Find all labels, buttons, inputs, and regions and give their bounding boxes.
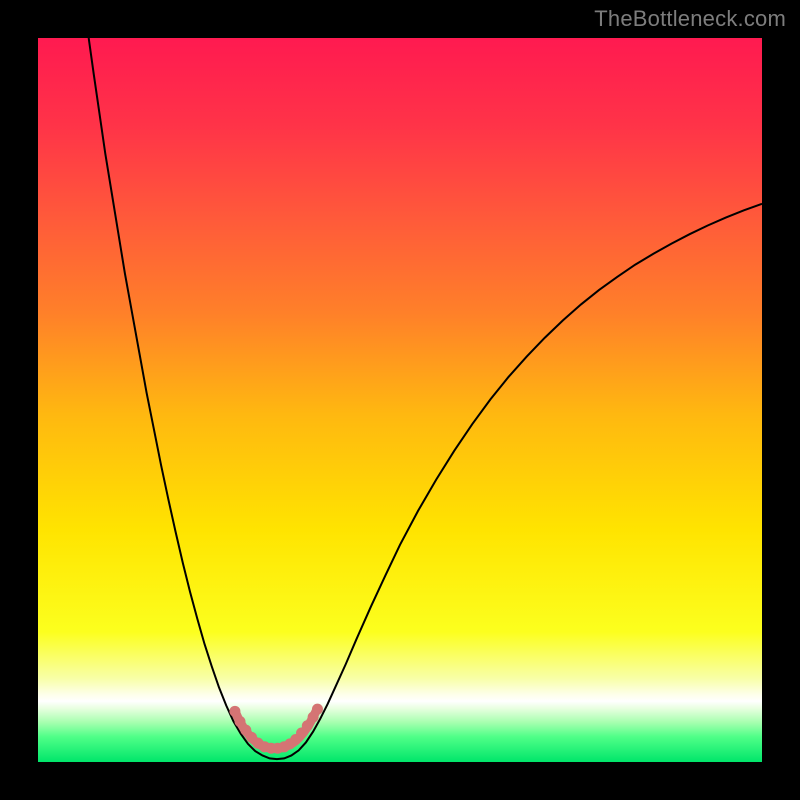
watermark-text: TheBottleneck.com [594,6,786,32]
valley-marker [229,706,240,717]
chart-plot-area [38,38,762,762]
chart-svg [38,38,762,762]
valley-marker [312,704,323,715]
chart-background [38,38,762,762]
